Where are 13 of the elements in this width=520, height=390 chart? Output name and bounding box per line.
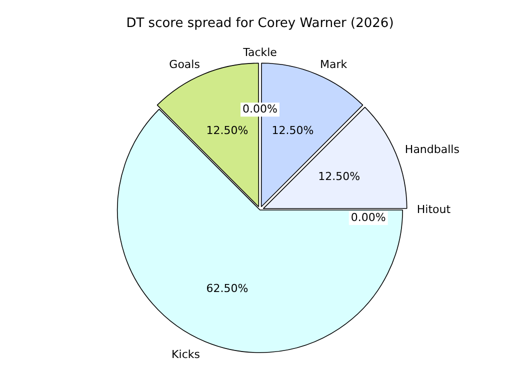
category-label: Hitout bbox=[416, 202, 451, 216]
category-label: Tackle bbox=[243, 46, 277, 59]
chart-title: DT score spread for Corey Warner (2026) bbox=[125, 16, 395, 31]
data-label: 12.50% bbox=[318, 170, 360, 184]
slice-label: Goals bbox=[169, 58, 200, 71]
text: 0.00% bbox=[350, 210, 386, 224]
data-label: 12.50% bbox=[272, 124, 314, 137]
data-label: 12.50% bbox=[206, 124, 248, 137]
data-label: 62.50% bbox=[206, 282, 248, 295]
slice-label: Kicks bbox=[172, 348, 200, 361]
slice-label: Handballs bbox=[404, 142, 460, 156]
text: 0.00% bbox=[242, 102, 278, 116]
slice-label: Mark bbox=[320, 58, 348, 71]
